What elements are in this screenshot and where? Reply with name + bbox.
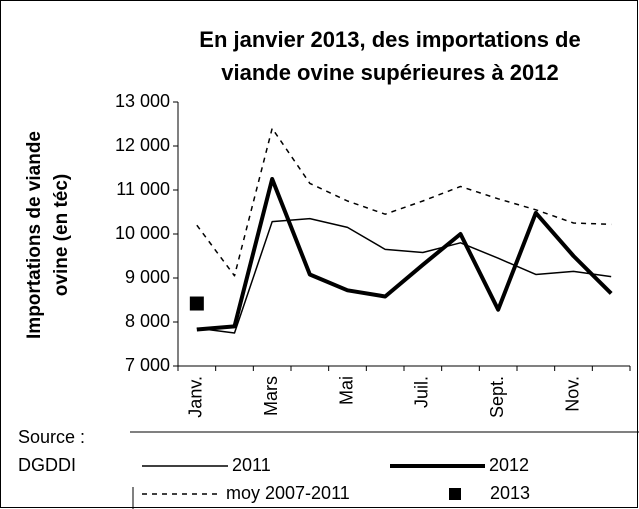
- source-label: DGDDI: [18, 455, 76, 475]
- line: [196, 177, 613, 332]
- y-tick-label: 7 000: [125, 355, 170, 375]
- x-tick-label: Mars: [261, 376, 281, 416]
- line: [196, 217, 612, 334]
- x-tick-label: Mai: [336, 376, 356, 405]
- y-tick-label: 11 000: [116, 179, 170, 199]
- y-tick-label: 8 000: [125, 311, 170, 331]
- x-tick-label: Nov.: [562, 376, 582, 412]
- y-axis-label: Importations de viande: [24, 131, 45, 339]
- x-tick-label: Sept.: [487, 376, 507, 418]
- y-tick-label: 13 000: [115, 91, 170, 111]
- chart-title: viande ovine supérieures à 2012: [221, 60, 559, 85]
- legend-marker: [449, 488, 461, 500]
- line: [196, 127, 612, 277]
- y-tick-label: 10 000: [115, 223, 170, 243]
- legend-label: 2012: [489, 455, 529, 475]
- legend-label: moy 2007-2011: [226, 483, 350, 503]
- y-tick-label: 12 000: [115, 135, 170, 155]
- x-tick-label: Juil.: [412, 376, 432, 408]
- chart-title: En janvier 2013, des importations de: [199, 27, 580, 52]
- y-axis-label: ovine (en téc): [51, 174, 72, 296]
- y-tick-label: 9 000: [125, 267, 170, 287]
- source-label: Source :: [18, 427, 85, 447]
- legend-label: 2013: [490, 483, 530, 503]
- x-tick-label: Janv.: [186, 376, 206, 418]
- marker: [189, 296, 204, 311]
- legend-label: 2011: [232, 455, 271, 475]
